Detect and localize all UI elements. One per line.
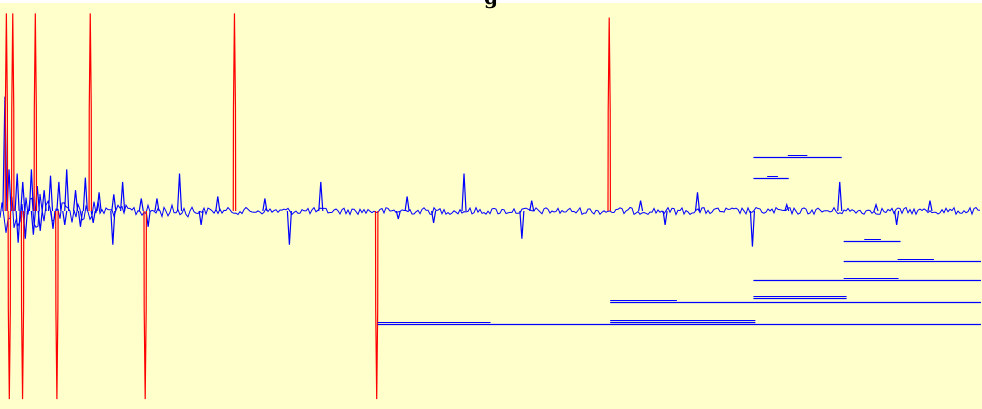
integral-segment bbox=[377, 322, 981, 326]
spectrum-peak-up bbox=[138, 198, 144, 212]
spectrum-peak-up bbox=[47, 175, 54, 212]
integral-segment bbox=[610, 320, 756, 324]
markers-layer bbox=[4, 13, 612, 400]
spectrum-peak-up bbox=[14, 173, 20, 212]
integral-segment bbox=[753, 278, 981, 282]
spectrum-peak-up bbox=[461, 173, 467, 212]
spectrum-peak-down bbox=[90, 210, 96, 223]
spectrum-peak-up bbox=[215, 196, 221, 212]
spectrum-peak-down bbox=[30, 210, 36, 235]
spectrum-peak-up bbox=[262, 198, 268, 212]
marker-line bbox=[55, 210, 59, 400]
spectrum-peak-up bbox=[176, 173, 183, 212]
spectrum-peak-up bbox=[64, 169, 70, 212]
spectrum-peak-down bbox=[37, 210, 43, 231]
integrals-layer bbox=[377, 155, 981, 326]
marker-line bbox=[232, 13, 237, 212]
marker-line bbox=[10, 13, 15, 212]
integral-segment bbox=[843, 239, 901, 243]
marker-line bbox=[20, 210, 25, 400]
integral-segment bbox=[753, 176, 789, 180]
marker-line bbox=[33, 13, 38, 212]
spectrum-peak-up bbox=[784, 202, 790, 212]
spectrum-peak-up bbox=[638, 200, 644, 212]
spectrum-peak-up bbox=[318, 181, 324, 212]
spectrum-peak-down bbox=[662, 210, 668, 225]
spectrum-peak-up bbox=[873, 202, 879, 212]
spectrum-peak-down bbox=[50, 210, 56, 229]
spectrum-peak-up bbox=[120, 181, 126, 212]
spectrum-peak-up bbox=[927, 200, 933, 212]
spectrum-peak-down bbox=[286, 210, 292, 245]
spectrum-peak-up bbox=[20, 181, 26, 212]
spectrum-peak-up bbox=[837, 181, 843, 212]
integral-segment bbox=[843, 259, 981, 263]
spectrum-peak-down bbox=[15, 210, 21, 243]
spectrum-peak-up bbox=[154, 198, 160, 212]
noise-layer bbox=[0, 193, 981, 233]
marker-line bbox=[607, 17, 612, 212]
marker-line bbox=[143, 210, 147, 400]
spectrum-peak-up bbox=[56, 181, 62, 212]
spectrum-peak-down bbox=[77, 210, 84, 227]
spectrum-noise-line bbox=[0, 193, 981, 233]
spectrum-peak-up bbox=[404, 196, 410, 212]
spectrum-peak-up bbox=[28, 169, 34, 212]
spectrum-peak-up bbox=[694, 192, 701, 212]
plot-background bbox=[0, 3, 982, 409]
spectrum-peak-down bbox=[431, 210, 437, 223]
marker-line bbox=[7, 210, 12, 400]
marker-line bbox=[4, 13, 9, 212]
spectrum-peak-down bbox=[62, 210, 68, 225]
integral-segment bbox=[610, 300, 981, 304]
spectrum-peak-up bbox=[96, 192, 102, 212]
spectrum-peak-down bbox=[198, 210, 204, 225]
marker-line bbox=[374, 210, 379, 400]
spectrum-peak-up bbox=[82, 177, 88, 212]
integral-segment bbox=[753, 155, 842, 159]
chart-title: g bbox=[0, 0, 982, 7]
spectrum-peak-down bbox=[519, 210, 525, 239]
spectrum-peak-down bbox=[395, 210, 401, 220]
spectrum-peak-down bbox=[749, 210, 756, 247]
integral-segment bbox=[753, 296, 847, 300]
marker-line bbox=[88, 13, 93, 212]
spectrum-peak-up bbox=[529, 200, 535, 212]
spectrum-peak-down bbox=[894, 210, 900, 225]
spectrum-peak-up bbox=[72, 190, 79, 212]
spectrum-peak-up bbox=[111, 194, 117, 212]
spectrum-peak-down bbox=[110, 210, 116, 245]
spectrum-peak-up bbox=[41, 190, 47, 212]
